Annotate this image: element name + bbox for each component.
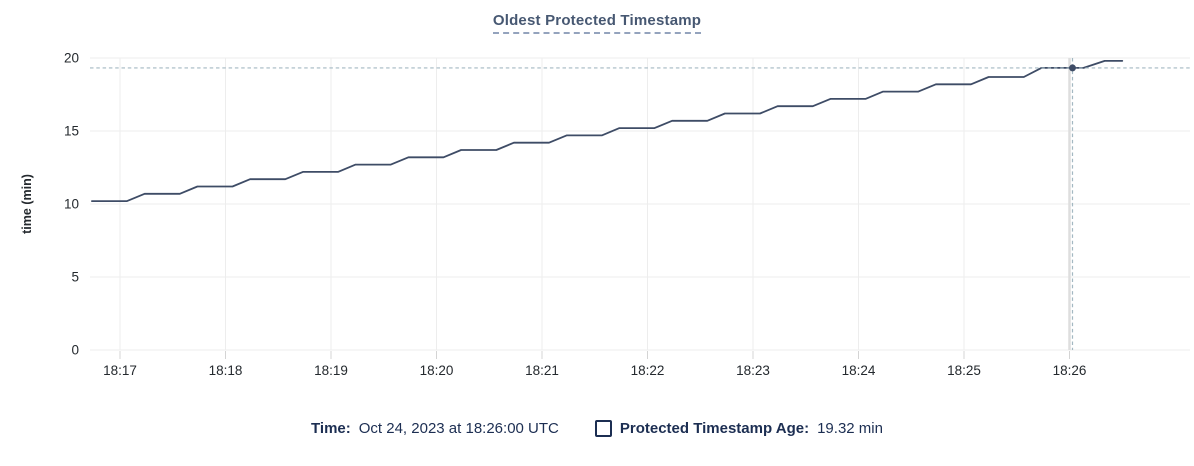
y-tick-label: 10	[64, 197, 79, 212]
x-tick-label: 18:24	[842, 363, 876, 378]
x-tick-label: 18:26	[1053, 363, 1087, 378]
x-tick-label: 18:19	[314, 363, 348, 378]
hover-time-group: Time: Oct 24, 2023 at 18:26:00 UTC	[311, 420, 559, 437]
x-tick-label: 18:25	[947, 363, 981, 378]
chart-title-row: Oldest Protected Timestamp	[0, 12, 1194, 34]
hover-point	[1069, 64, 1076, 72]
y-tick-label: 15	[64, 124, 79, 139]
x-tick-label: 18:20	[420, 363, 454, 378]
x-tick-label: 18:17	[103, 363, 137, 378]
chart-hover-legend: Time: Oct 24, 2023 at 18:26:00 UTC Protec…	[0, 420, 1194, 437]
legend-series-value: 19.32 min	[817, 420, 883, 437]
series-line-protected-timestamp-age	[91, 60, 1124, 203]
x-tick-label: 18:23	[736, 363, 770, 378]
y-axis-title: time (min)	[20, 174, 34, 234]
hover-time-value: Oct 24, 2023 at 18:26:00 UTC	[358, 420, 559, 437]
y-tick-label: 0	[71, 343, 79, 358]
x-tick-label: 18:22	[631, 363, 665, 378]
hover-time-label: Time:	[311, 420, 351, 437]
chart-title[interactable]: Oldest Protected Timestamp	[492, 12, 702, 34]
y-tick-label: 20	[64, 51, 79, 66]
legend-checkbox-icon[interactable]	[594, 420, 612, 437]
y-tick-label: 5	[71, 270, 79, 285]
x-tick-label: 18:18	[209, 363, 243, 378]
legend-series-label: Protected Timestamp Age:	[619, 420, 810, 437]
x-tick-label: 18:21	[525, 363, 559, 378]
chart-canvas[interactable]: 0 5 10 15 20 18:17 18:18 18:19 18:20 18:21 18:22 18…	[0, 0, 1194, 400]
legend-item-protected-timestamp-age[interactable]: Protected Timestamp Age: 19.32 min	[594, 420, 883, 437]
